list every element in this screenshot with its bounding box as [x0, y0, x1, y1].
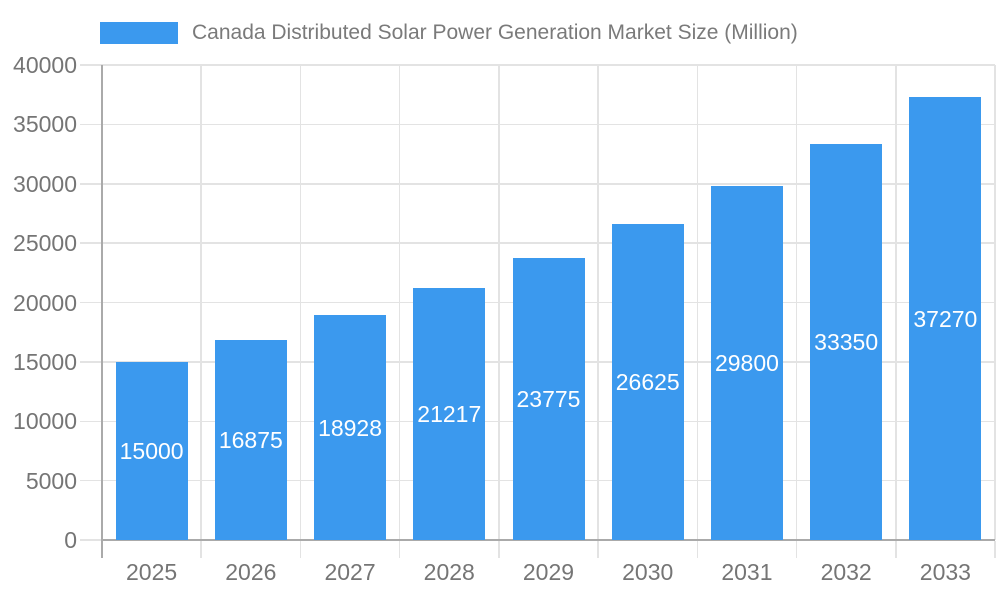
x-axis-tick: [895, 541, 897, 558]
y-axis-tick-label: 40000: [13, 52, 77, 78]
y-axis-tick-label: 0: [64, 527, 77, 553]
h-gridline: [102, 183, 995, 185]
y-axis-tick: [80, 183, 102, 185]
y-axis-tick: [80, 64, 102, 66]
y-axis-tick-label: 20000: [13, 289, 77, 316]
x-axis-tick-label: 2030: [622, 559, 674, 585]
v-gridline: [398, 65, 401, 540]
legend-swatch: [100, 22, 178, 44]
v-gridline: [597, 65, 599, 540]
x-axis-tick-label: 2025: [126, 559, 178, 585]
bar-value-label: 18928: [318, 414, 383, 441]
bar-2029[interactable]: [512, 257, 585, 540]
x-axis-tick-label: 2033: [919, 559, 971, 585]
x-axis-line: [101, 539, 995, 541]
bar-value-label: 29800: [714, 350, 779, 377]
bar-2026[interactable]: [214, 339, 287, 540]
bar-2031[interactable]: [710, 186, 783, 540]
bar-value-label: 15000: [119, 437, 184, 464]
y-axis-tick-label: 25000: [13, 230, 77, 257]
v-gridline: [795, 65, 798, 540]
y-axis-line: [101, 65, 103, 555]
bar-value-label: 21217: [417, 401, 482, 428]
y-axis-tick: [80, 479, 102, 482]
bar-2028[interactable]: [413, 288, 486, 540]
v-gridline: [200, 65, 202, 540]
y-axis-tick: [80, 301, 102, 304]
x-axis-tick-label: 2027: [324, 559, 376, 585]
y-axis-tick-label: 5000: [25, 467, 77, 494]
v-gridline: [696, 65, 699, 540]
y-axis-tick-label: 15000: [13, 348, 77, 375]
x-axis-tick: [696, 541, 699, 558]
x-axis-tick-label: 2031: [721, 559, 773, 585]
x-axis-tick: [299, 541, 302, 558]
x-axis-tick-label: 2026: [225, 559, 277, 585]
x-axis-tick: [498, 541, 500, 558]
bar-2025[interactable]: [115, 361, 188, 540]
x-axis-tick-label: 2029: [522, 559, 575, 585]
h-gridline: [102, 242, 995, 244]
chart-title: Canada Distributed Solar Power Generatio…: [192, 21, 798, 44]
h-gridline: [102, 123, 995, 126]
bar-value-label: 37270: [913, 305, 978, 332]
x-axis-tick: [597, 541, 599, 558]
y-axis-tick: [80, 420, 102, 422]
y-axis-tick-label: 30000: [13, 170, 77, 197]
v-gridline: [299, 65, 302, 540]
bar-2033[interactable]: [909, 97, 982, 540]
bar-2030[interactable]: [611, 223, 684, 540]
v-gridline: [498, 65, 500, 540]
bar-2032[interactable]: [810, 143, 883, 540]
h-gridline: [102, 64, 995, 66]
y-axis-tick: [80, 242, 102, 244]
v-gridline: [994, 65, 996, 540]
y-axis-tick: [80, 123, 102, 126]
v-gridline: [895, 65, 897, 540]
x-axis-tick-label: 2032: [820, 559, 872, 585]
bar-2027[interactable]: [314, 315, 387, 540]
y-axis-tick-label: 10000: [13, 408, 77, 435]
x-axis-tick-label: 2028: [423, 559, 475, 585]
legend-item[interactable]: Canada Distributed Solar Power Generatio…: [100, 21, 798, 45]
bar-value-label: 33350: [814, 328, 879, 355]
bar-value-label: 16875: [218, 426, 283, 453]
x-axis-tick: [795, 541, 798, 558]
bar-value-label: 26625: [615, 368, 680, 395]
x-axis-tick: [994, 541, 996, 558]
x-axis-tick: [200, 541, 202, 558]
bar-value-label: 23775: [516, 385, 581, 412]
y-axis-tick-label: 35000: [13, 111, 77, 138]
y-axis-tick: [80, 539, 102, 541]
y-axis-tick: [80, 361, 102, 363]
x-axis-tick: [398, 541, 401, 558]
